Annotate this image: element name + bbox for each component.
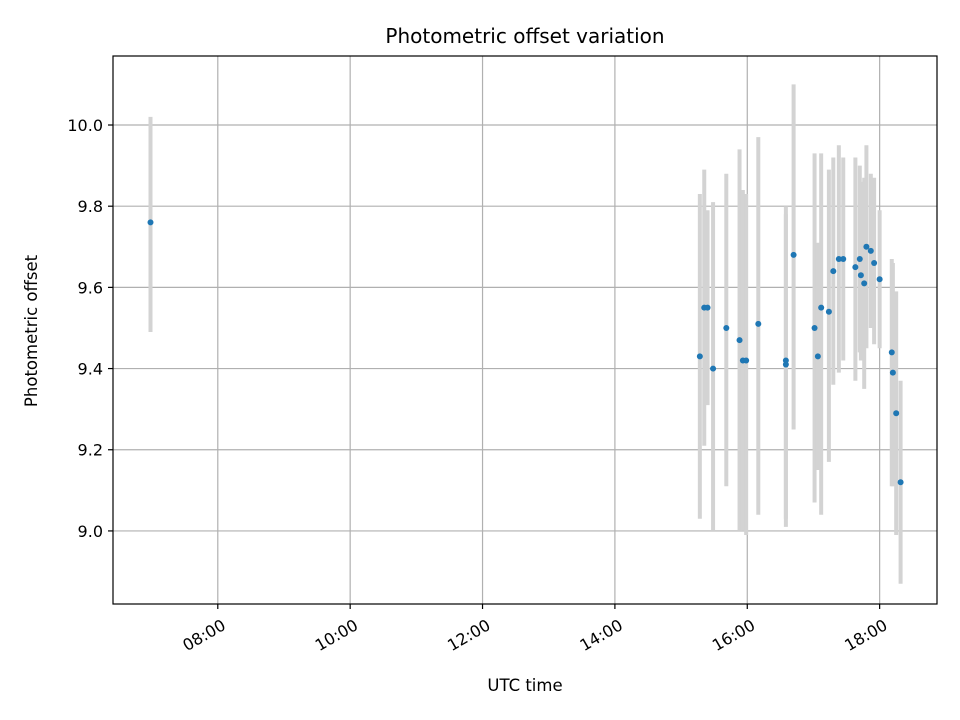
y-tick-label: 9.0 xyxy=(78,522,103,541)
data-point xyxy=(743,357,750,364)
chart-title: Photometric offset variation xyxy=(385,24,664,48)
data-point xyxy=(889,369,896,376)
data-point xyxy=(830,268,837,275)
data-point xyxy=(814,353,821,360)
y-tick-label: 9.2 xyxy=(78,441,103,460)
x-axis-label: UTC time xyxy=(487,676,562,695)
data-point xyxy=(856,255,863,262)
data-point xyxy=(867,247,874,254)
y-tick-label: 10.0 xyxy=(67,116,103,135)
data-points xyxy=(147,219,904,486)
data-point xyxy=(723,324,730,331)
data-point xyxy=(871,260,878,267)
y-axis-ticks: 9.0 9.2 9.4 9.6 9.8 10.0 xyxy=(67,116,113,541)
data-point xyxy=(710,365,717,372)
data-point xyxy=(893,410,900,417)
data-point xyxy=(790,251,797,258)
data-point xyxy=(857,272,864,279)
data-point xyxy=(782,361,789,368)
data-point xyxy=(852,264,859,271)
data-point xyxy=(876,276,883,283)
data-point xyxy=(861,280,868,287)
data-point xyxy=(696,353,703,360)
y-tick-label: 9.6 xyxy=(78,278,103,297)
data-point xyxy=(147,219,154,226)
data-point xyxy=(811,324,818,331)
data-point xyxy=(897,479,904,486)
data-point xyxy=(863,243,870,250)
data-point xyxy=(825,308,832,315)
plot-frame xyxy=(112,55,938,605)
y-tick-label: 9.4 xyxy=(78,360,103,379)
data-point xyxy=(704,304,711,311)
data-point xyxy=(736,337,743,344)
data-point xyxy=(835,255,842,262)
grid xyxy=(113,56,937,604)
data-point xyxy=(818,304,825,311)
data-point xyxy=(840,255,847,262)
data-point xyxy=(755,320,762,327)
data-point xyxy=(888,349,895,356)
y-axis-label: Photometric offset xyxy=(22,254,41,407)
y-tick-label: 9.8 xyxy=(78,197,103,216)
